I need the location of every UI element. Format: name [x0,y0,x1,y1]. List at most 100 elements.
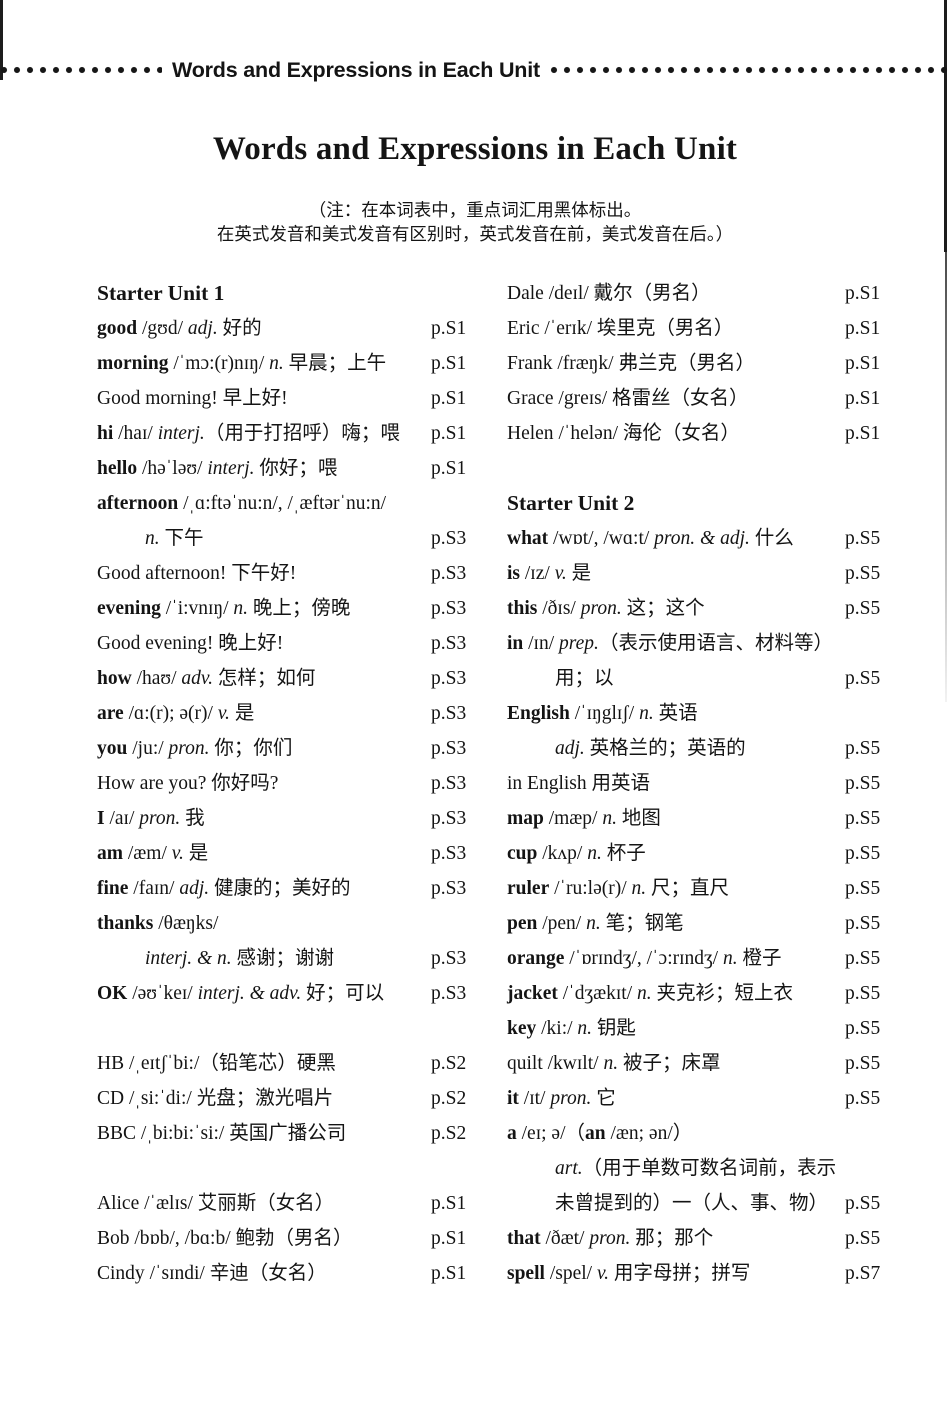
vocab-row: Good afternoon! 下午好! p.S3 [97,556,469,591]
meaning: （用于单数可数名词前，表示 [582,1158,837,1179]
page-ref: p.S1 [431,1193,467,1214]
page-ref: p.S1 [431,423,467,444]
phonetic: /aɪ/ [104,808,140,829]
dotted-rule-right [549,66,950,74]
entry-text: how /haʊ/ adv. 怎样；如何 [97,661,315,696]
entry-text: is /ɪz/ v. 是 [507,556,591,591]
meaning: 感谢；谢谢 [231,948,335,969]
vocab-row: a /eɪ; ə/（an /æn; ən/） [507,1116,879,1151]
phrase-text: How are you? 你好吗? [97,773,279,794]
page-ref: p.S3 [431,843,467,864]
vocab-column-right: Dale /deɪl/ 戴尔（男名） p.S1 Eric /ˈerɪk/ 埃里克（男… [507,276,881,1291]
meaning: 被子；床罩 [618,1053,721,1074]
vocab-row: Frank /fræŋk/ 弗兰克（男名） p.S1 [507,346,880,381]
entry-text: art.（用于单数可数名词前，表示 [555,1151,836,1186]
unit-heading: Starter Unit 2 [507,486,879,521]
meaning: 健康的；美好的 [209,878,351,899]
vocab-row: you /ju:/ pron. 你；你们 p.S3 [97,731,469,766]
phonetic: /spel/ [544,1263,597,1284]
spacer-row [97,1151,469,1186]
page-ref: p.S3 [431,773,467,794]
entry-text: How are you? 你好吗? [97,766,278,801]
pos-label: n. [587,843,602,864]
entry-text: Eric /ˈerɪk/ 埃里克（男名） [507,311,733,346]
phonetic: /pen/ [537,913,587,934]
headword: is [507,563,521,584]
vocab-row: interj. & n. 感谢；谢谢 p.S3 [97,941,469,976]
entry-text: BBC /ˌbi:bi:ˈsi:/ 英国广播公司 [97,1116,346,1151]
running-header-title: Words and Expressions in Each Unit [172,57,540,82]
meaning: 你好；喂 [254,458,338,479]
pos-label: n. [722,948,738,969]
meaning: 怎样；如何 [212,668,316,689]
meaning: 埃里克（男名） [596,318,734,339]
headword: hello [97,458,138,479]
phonetic: /kʌp/ [537,843,588,864]
page-ref: p.S5 [845,668,881,689]
entry-text: hello /həˈləʊ/ interj. 你好；喂 [97,451,337,486]
page-ref: p.S2 [431,1053,467,1074]
vocab-row: ruler /ˈru:lə(r)/ n. 尺；直尺 p.S5 [507,871,880,906]
pos-label: v. [554,563,567,584]
pos-label: n. [586,913,601,934]
vocab-row: Cindy /ˈsɪndi/ 辛迪（女名） p.S1 [97,1256,469,1291]
vocab-row: quilt /kwɪlt/ n. 被子；床罩 p.S5 [507,1046,881,1081]
entry-text: Bob /bɒb/, /bɑ:b/ 鲍勃（男名） [97,1221,353,1256]
entry-text: hi /haɪ/ interj.（用于打招呼）嗨；喂 [97,416,400,451]
meaning: 光盘；激光唱片 [196,1088,334,1109]
phonetic: /ɪn/ [523,633,560,654]
entry-text: Helen /ˈhelən/ 海伦（女名） [507,416,740,451]
dotted-rule-left [0,66,162,74]
phonetic: /haɪ/ [113,423,158,444]
meaning: 辛迪（女名） [209,1263,327,1284]
headword: orange [507,948,565,969]
entry-text: adj. 英格兰的；英语的 [555,731,746,766]
headword: OK [97,983,128,1004]
vocab-row: orange /ˈɒrɪndʒ/, /ˈɔ:rɪndʒ/ n. 橙子 p.S5 [507,941,880,976]
vocab-row: hello /həˈləʊ/ interj. 你好；喂 p.S1 [97,451,469,486]
vocab-row: Bob /bɒb/, /bɑ:b/ 鲍勃（男名） p.S1 [97,1221,469,1256]
pos-label: v. [596,1263,610,1284]
phonetic: /ˈɪŋglɪʃ/ [569,703,640,724]
vocab-row: OK /əʊˈkeɪ/ interj. & adv. 好；可以 p.S3 [97,976,469,1011]
entry-text: in English 用英语 [507,766,650,801]
headword: Cindy [97,1263,145,1284]
meaning: 杯子 [601,843,646,864]
headword: quilt [507,1053,543,1074]
phonetic: /ju:/ [127,738,169,759]
phonetic: /ˌeɪtʃˈbi:/ [124,1053,200,1074]
headword: in [507,633,524,654]
entry-text: thanks /θæŋks/ [97,906,218,941]
phonetic: /ˈɒrɪndʒ/, /ˈɔ:rɪndʒ/ [564,948,723,969]
meaning: 这；这个 [621,598,705,619]
vocab-row: afternoon /ˌɑ:ftəˈnu:n/, /ˌæftərˈnu:n/ [97,486,469,521]
vocab-row: art.（用于单数可数名词前，表示 [507,1151,879,1186]
pos-label: n. [602,808,617,829]
headword: jacket [507,983,558,1004]
vocab-row: that /ðæt/ pron. 那；那个 p.S5 [507,1221,880,1256]
meaning: 橙子 [737,948,782,969]
headword: Grace [507,388,554,409]
meaning: 它 [591,1088,616,1109]
entry-text: map /mæp/ n. 地图 [507,801,661,836]
page-ref: p.S1 [431,353,467,374]
vocab-row: HB /ˌeɪtʃˈbi:/（铅笔芯）硬黑 p.S2 [97,1046,469,1081]
vocab-row: pen /pen/ n. 笔；钢笔 p.S5 [507,906,880,941]
vocab-row: Good morning! 早上好! p.S1 [97,381,469,416]
vocab-row: morning /ˈmɔ:(r)nɪŋ/ n. 早晨；上午 p.S1 [97,346,469,381]
headword: Alice [97,1193,140,1214]
phonetic: /kwɪlt/ [542,1053,604,1074]
entry-text: Dale /deɪl/ 戴尔（男名） [507,276,711,311]
headword: spell [507,1263,545,1284]
pos-label: pron. [168,738,210,759]
page-ref: p.S5 [845,1053,881,1074]
phonetic: /ki:/ [536,1018,578,1039]
page-ref: p.S1 [845,423,881,444]
note-line-2: 在英式发音和美式发音有区别时，英式发音在前，美式发音在后。） [216,223,734,244]
page-ref: p.S1 [431,458,467,479]
page-ref: p.S3 [431,878,467,899]
page-ref: p.S5 [845,1088,881,1109]
phonetic: /həˈləʊ/ [137,458,208,479]
meaning: 英国广播公司 [229,1123,347,1144]
